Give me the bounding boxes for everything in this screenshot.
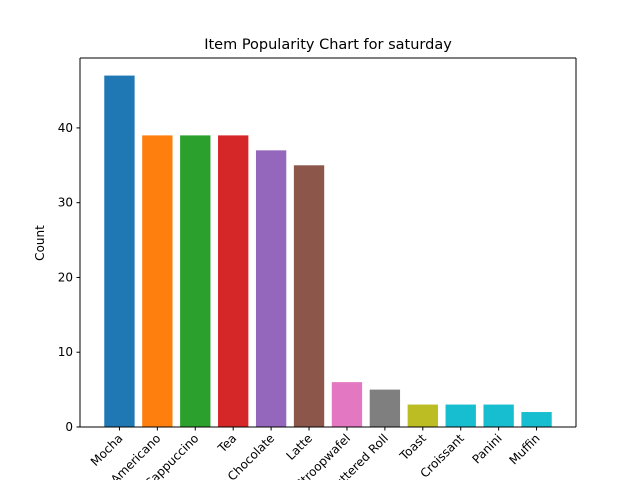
bar-hot-chocolate: [255, 150, 287, 428]
chart-title: Item Popularity Chart for saturday: [204, 37, 452, 53]
x-tick-label-mocha: Mocha: [88, 431, 126, 469]
bar-mocha: [104, 75, 135, 428]
bar-stroopwafel: [331, 382, 363, 427]
bar-panini: [483, 404, 514, 427]
plot-frame: [79, 57, 577, 428]
y-tick-label: 30: [58, 196, 73, 210]
bar-muffin: [521, 412, 552, 427]
x-tick-label-panini: Panini: [469, 431, 504, 466]
bar-latte: [293, 165, 325, 428]
y-tick-label: 0: [65, 420, 73, 434]
bar-buttered-roll: [369, 389, 401, 427]
y-tick-label: 40: [58, 121, 73, 135]
bar-toast: [407, 404, 438, 427]
bar-croissant: [445, 404, 476, 427]
bar-cappuccino: [180, 135, 211, 428]
x-tick-label-muffin: Muffin: [507, 431, 543, 467]
y-axis-ticks: 0 10 20 30 40: [58, 121, 80, 434]
x-tick-label-hot-chocolate: Hot Chocolate: [207, 431, 277, 480]
x-tick-label-tea: Tea: [215, 431, 240, 456]
y-tick-label: 20: [58, 270, 73, 284]
y-axis-label: Count: [33, 225, 47, 261]
bar-tea: [218, 135, 249, 428]
x-tick-label-toast: Toast: [396, 431, 429, 464]
bar-americano: [142, 135, 173, 428]
y-tick-label: 10: [58, 345, 73, 359]
bars-group: [104, 75, 552, 428]
x-tick-label-latte: Latte: [283, 431, 315, 463]
